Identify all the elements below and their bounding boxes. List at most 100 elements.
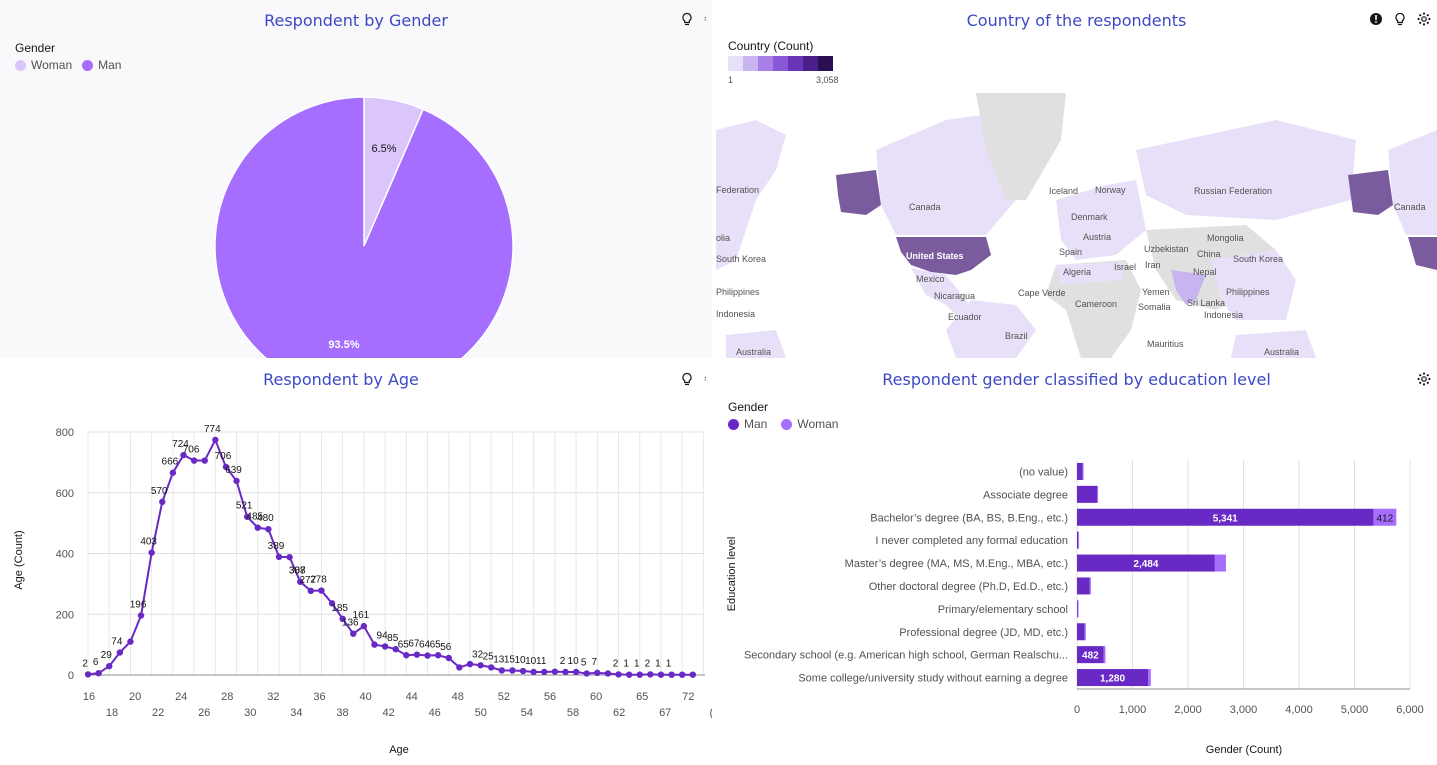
bar-segment-man[interactable] [1077, 531, 1079, 549]
data-label: 6 [93, 657, 99, 668]
world-map[interactable]: Federation Canada Iceland Norway Russian Fed… [716, 0, 1437, 358]
data-point[interactable] [424, 652, 431, 659]
data-point[interactable] [360, 622, 368, 630]
data-point[interactable] [647, 671, 654, 678]
map-label: Philippines [716, 287, 760, 297]
scale-max-label: 3,058 [816, 75, 839, 85]
data-point[interactable] [350, 630, 357, 637]
bar-segment-man[interactable] [1077, 646, 1104, 664]
bar-segment-woman[interactable] [1148, 669, 1151, 687]
data-point[interactable] [678, 671, 686, 678]
data-point[interactable] [487, 664, 495, 671]
data-point[interactable] [371, 641, 378, 648]
data-point[interactable] [445, 654, 452, 662]
data-point[interactable] [604, 670, 612, 677]
bar-segment-man[interactable] [1077, 508, 1374, 526]
data-point[interactable] [159, 498, 166, 506]
bar-segment-man[interactable] [1077, 554, 1215, 572]
data-point[interactable] [434, 652, 442, 659]
data-point[interactable] [180, 451, 187, 459]
bar-segment-woman[interactable] [1373, 508, 1397, 526]
data-point[interactable] [456, 664, 463, 671]
bar-segment-woman[interactable] [1096, 485, 1099, 503]
data-point[interactable] [233, 477, 240, 485]
bar-segment-woman[interactable] [1078, 531, 1080, 549]
data-point[interactable] [636, 671, 643, 678]
data-point[interactable] [84, 671, 92, 678]
data-point[interactable] [275, 553, 283, 561]
bar-segment-woman[interactable] [1103, 646, 1106, 664]
data-point[interactable] [190, 457, 198, 464]
data-point[interactable] [657, 671, 665, 678]
data-point[interactable] [297, 578, 304, 585]
lightbulb-icon[interactable] [680, 372, 694, 386]
data-point[interactable] [116, 649, 124, 656]
legend-item-woman[interactable]: Woman [781, 417, 838, 431]
data-point[interactable] [106, 662, 113, 670]
data-point[interactable] [477, 662, 484, 669]
bar-segment-woman[interactable] [1214, 554, 1226, 572]
data-point[interactable] [392, 645, 399, 653]
data-label: 724 [172, 439, 189, 450]
lightbulb-icon[interactable] [1393, 12, 1407, 26]
bar-segment-woman[interactable] [1082, 462, 1084, 480]
data-point[interactable] [95, 669, 102, 677]
bar-segment-man[interactable] [1077, 577, 1090, 595]
bar-segment-man[interactable] [1077, 623, 1085, 641]
legend: Man Woman [728, 417, 838, 431]
data-point[interactable] [307, 587, 315, 595]
data-point[interactable] [594, 669, 601, 677]
bar-segment-man[interactable] [1077, 600, 1078, 618]
data-point[interactable] [466, 660, 474, 668]
data-point[interactable] [625, 671, 633, 678]
data-point[interactable] [615, 671, 622, 678]
data-point[interactable] [541, 668, 548, 676]
bar-segment-man[interactable] [1077, 462, 1083, 480]
data-point[interactable] [562, 668, 569, 676]
more-icon[interactable] [704, 372, 710, 386]
bar-segment-man[interactable] [1077, 669, 1149, 687]
settings-icon[interactable] [1417, 372, 1431, 386]
scale-step [758, 56, 773, 71]
data-point[interactable] [519, 667, 527, 675]
settings-icon[interactable] [1417, 12, 1431, 26]
data-point[interactable] [668, 671, 675, 678]
x-tick-label: 44 [406, 691, 418, 703]
data-point[interactable] [137, 612, 145, 619]
bar-segment-woman[interactable] [1084, 623, 1086, 641]
data-point[interactable] [498, 667, 506, 674]
data-point[interactable] [328, 600, 336, 607]
bar-segment-woman[interactable] [1077, 600, 1079, 618]
data-point[interactable] [286, 553, 293, 561]
data-point[interactable] [381, 643, 389, 650]
data-point[interactable] [265, 526, 272, 533]
data-point[interactable] [169, 469, 177, 476]
legend-item-man[interactable]: Man [82, 58, 121, 72]
lightbulb-icon[interactable] [680, 12, 694, 26]
alert-icon[interactable] [1369, 12, 1383, 26]
data-point[interactable] [201, 457, 208, 464]
data-point[interactable] [530, 668, 537, 676]
data-point[interactable] [148, 549, 155, 556]
bar-segment-woman[interactable] [1089, 577, 1091, 595]
more-icon[interactable] [704, 12, 710, 26]
data-point[interactable] [318, 587, 325, 594]
data-point[interactable] [403, 652, 410, 659]
data-point[interactable] [339, 615, 346, 623]
data-point[interactable] [551, 668, 559, 675]
bar-segment-man[interactable] [1077, 485, 1097, 503]
legend-item-man[interactable]: Man [728, 417, 767, 431]
data-point[interactable] [572, 668, 580, 676]
data-point[interactable] [413, 651, 421, 658]
y-tick-label: Secondary school (e.g. American high sch… [744, 650, 1068, 662]
data-point[interactable] [243, 513, 251, 520]
data-point[interactable] [222, 463, 230, 471]
data-point[interactable] [509, 667, 516, 674]
legend-item-woman[interactable]: Woman [15, 58, 72, 72]
data-point[interactable] [127, 638, 134, 645]
data-point[interactable] [254, 524, 261, 531]
data-point[interactable] [212, 436, 219, 444]
data-point[interactable] [583, 670, 590, 677]
pie-slice-man[interactable] [214, 96, 514, 358]
data-point[interactable] [689, 671, 696, 678]
